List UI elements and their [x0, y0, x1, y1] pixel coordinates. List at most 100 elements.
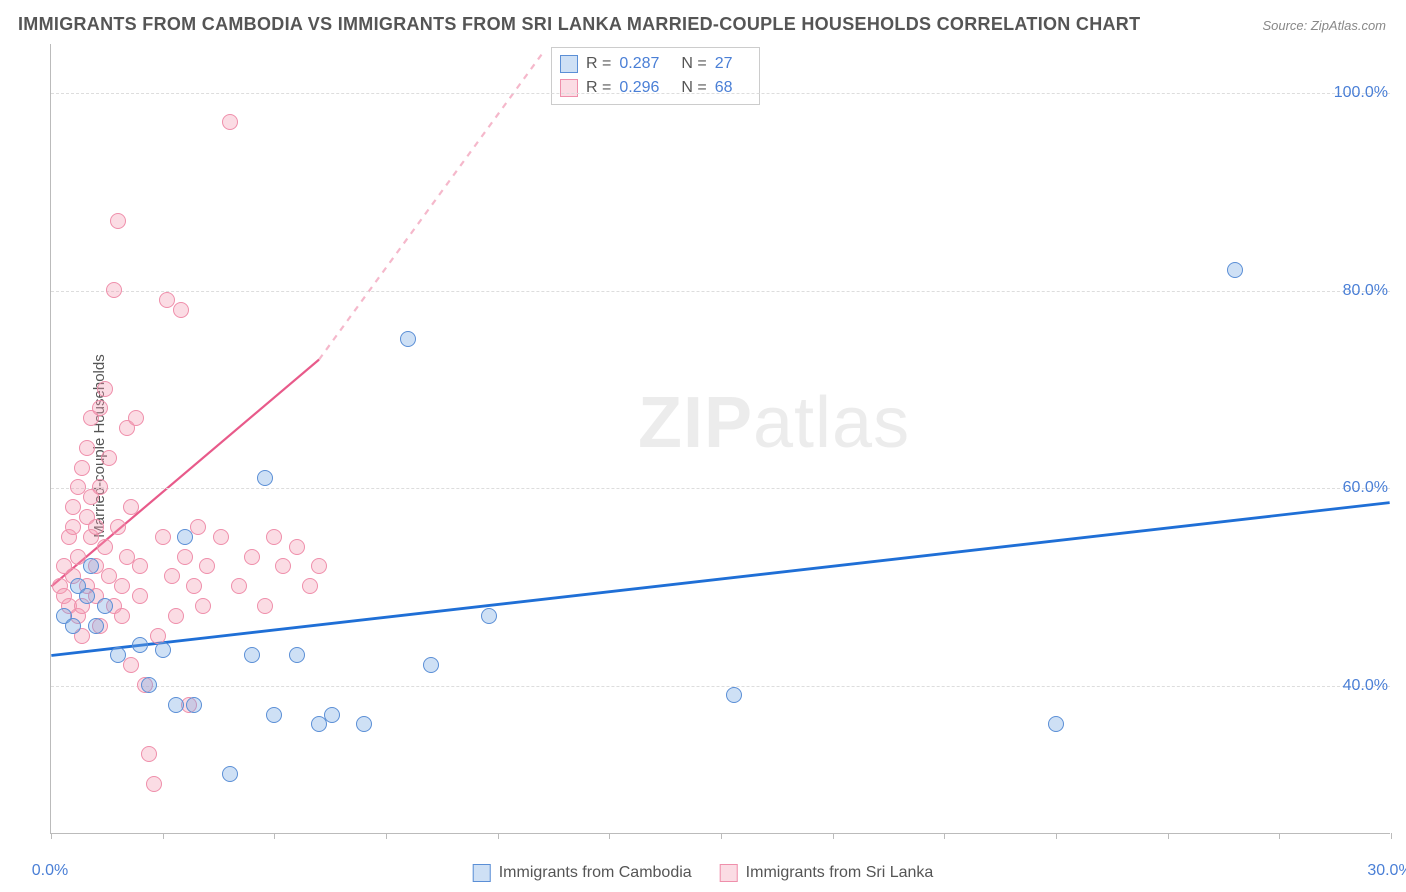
- point-cambodia: [97, 598, 113, 614]
- point-srilanka: [195, 598, 211, 614]
- n-value-b: 68: [715, 76, 733, 100]
- x-tick: [386, 833, 387, 839]
- legend-item-a: Immigrants from Cambodia: [473, 864, 692, 882]
- stats-box: R = 0.287 N = 27 R = 0.296 N = 68: [551, 47, 760, 105]
- point-cambodia: [132, 637, 148, 653]
- chart-title: IMMIGRANTS FROM CAMBODIA VS IMMIGRANTS F…: [18, 14, 1140, 35]
- x-tick-label: 30.0%: [1367, 862, 1406, 880]
- point-srilanka: [231, 578, 247, 594]
- point-srilanka: [213, 529, 229, 545]
- stats-row-a: R = 0.287 N = 27: [560, 52, 747, 76]
- point-cambodia: [324, 707, 340, 723]
- point-cambodia: [356, 716, 372, 732]
- plot-area: ZIPatlas R = 0.287 N = 27 R = 0.296 N = …: [50, 44, 1390, 834]
- point-srilanka: [186, 578, 202, 594]
- point-cambodia: [311, 716, 327, 732]
- point-srilanka: [244, 549, 260, 565]
- n-label: N =: [681, 52, 706, 76]
- point-cambodia: [257, 470, 273, 486]
- point-cambodia: [1227, 262, 1243, 278]
- n-label: N =: [681, 76, 706, 100]
- point-srilanka: [114, 608, 130, 624]
- point-srilanka: [155, 529, 171, 545]
- point-cambodia: [266, 707, 282, 723]
- x-tick: [944, 833, 945, 839]
- point-srilanka: [190, 519, 206, 535]
- point-srilanka: [128, 410, 144, 426]
- gridline: [51, 291, 1390, 292]
- point-cambodia: [244, 647, 260, 663]
- point-srilanka: [114, 578, 130, 594]
- point-srilanka: [74, 460, 90, 476]
- point-cambodia: [79, 588, 95, 604]
- point-srilanka: [65, 519, 81, 535]
- x-tick: [498, 833, 499, 839]
- point-srilanka: [132, 558, 148, 574]
- x-tick: [833, 833, 834, 839]
- point-srilanka: [164, 568, 180, 584]
- x-tick: [1279, 833, 1280, 839]
- point-srilanka: [92, 400, 108, 416]
- point-srilanka: [266, 529, 282, 545]
- legend-label-a: Immigrants from Cambodia: [499, 864, 692, 882]
- point-cambodia: [110, 647, 126, 663]
- trend-line: [319, 54, 542, 360]
- swatch-a-icon: [560, 55, 578, 73]
- point-cambodia: [1048, 716, 1064, 732]
- point-srilanka: [289, 539, 305, 555]
- point-srilanka: [168, 608, 184, 624]
- point-srilanka: [123, 657, 139, 673]
- trend-lines-svg: [51, 44, 1390, 833]
- point-srilanka: [132, 588, 148, 604]
- x-tick: [51, 833, 52, 839]
- point-srilanka: [79, 440, 95, 456]
- r-label: R =: [586, 52, 611, 76]
- x-tick: [163, 833, 164, 839]
- r-label: R =: [586, 76, 611, 100]
- point-cambodia: [726, 687, 742, 703]
- point-srilanka: [123, 499, 139, 515]
- point-cambodia: [481, 608, 497, 624]
- point-cambodia: [83, 558, 99, 574]
- y-tick-label: 80.0%: [1343, 282, 1388, 300]
- x-tick: [274, 833, 275, 839]
- point-cambodia: [186, 697, 202, 713]
- point-cambodia: [141, 677, 157, 693]
- y-tick-label: 60.0%: [1343, 479, 1388, 497]
- point-srilanka: [92, 479, 108, 495]
- point-cambodia: [155, 642, 171, 658]
- y-tick-label: 40.0%: [1343, 677, 1388, 695]
- point-srilanka: [141, 746, 157, 762]
- point-srilanka: [177, 549, 193, 565]
- point-srilanka: [150, 628, 166, 644]
- legend-label-b: Immigrants from Sri Lanka: [746, 864, 934, 882]
- point-srilanka: [106, 282, 122, 298]
- point-cambodia: [65, 618, 81, 634]
- n-value-a: 27: [715, 52, 733, 76]
- point-srilanka: [173, 302, 189, 318]
- point-cambodia: [168, 697, 184, 713]
- point-srilanka: [110, 213, 126, 229]
- x-tick: [721, 833, 722, 839]
- point-srilanka: [302, 578, 318, 594]
- x-tick-label: 0.0%: [32, 862, 68, 880]
- bottom-legend: Immigrants from Cambodia Immigrants from…: [473, 864, 934, 882]
- point-srilanka: [311, 558, 327, 574]
- point-srilanka: [88, 519, 104, 535]
- legend-item-b: Immigrants from Sri Lanka: [720, 864, 934, 882]
- point-srilanka: [110, 519, 126, 535]
- point-cambodia: [400, 331, 416, 347]
- swatch-b-icon: [720, 864, 738, 882]
- point-cambodia: [177, 529, 193, 545]
- trend-line: [51, 503, 1389, 656]
- x-tick: [1168, 833, 1169, 839]
- point-srilanka: [146, 776, 162, 792]
- x-tick: [1056, 833, 1057, 839]
- point-cambodia: [423, 657, 439, 673]
- stats-row-b: R = 0.296 N = 68: [560, 76, 747, 100]
- source-label: Source: ZipAtlas.com: [1262, 18, 1386, 33]
- point-srilanka: [97, 539, 113, 555]
- point-srilanka: [101, 450, 117, 466]
- x-tick: [1391, 833, 1392, 839]
- point-cambodia: [222, 766, 238, 782]
